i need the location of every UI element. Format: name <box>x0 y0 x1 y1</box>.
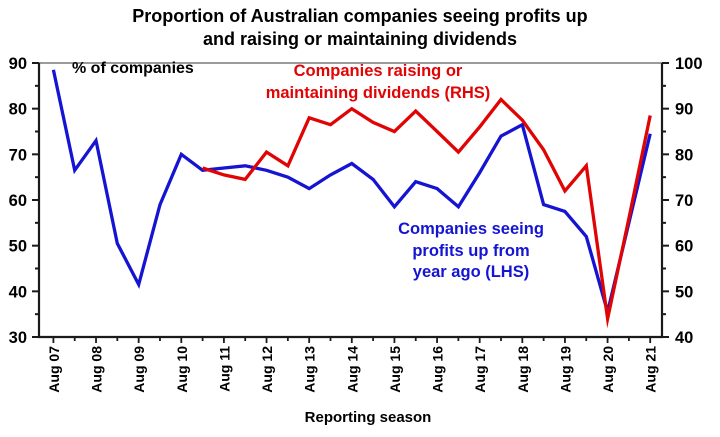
plot-frame <box>38 62 663 338</box>
profits-annotation-line1: Companies seeing <box>398 220 544 238</box>
profits-annotation-line3: year ago (LHS) <box>412 263 530 281</box>
right-tick-label: 70 <box>675 192 693 210</box>
dividends-line <box>202 97 652 329</box>
left-tick-label: 70 <box>9 146 27 164</box>
profits-line <box>51 69 652 319</box>
x-tick-label: Aug 21 <box>643 346 659 393</box>
x-tick-label: Aug 15 <box>387 346 403 393</box>
x-tick-label: Aug 13 <box>302 346 318 393</box>
x-tick-label: Aug 10 <box>174 346 190 393</box>
right-tick-label: 100 <box>675 55 703 73</box>
unit-note: % of companies <box>72 60 194 77</box>
x-tick-label: Aug 07 <box>46 346 62 393</box>
x-tick-label: Aug 20 <box>600 346 616 393</box>
left-tick-label: 50 <box>9 238 27 256</box>
left-tick-label: 80 <box>9 101 27 119</box>
dividends-annotation-line1: Companies raising or <box>293 62 463 80</box>
right-tick-label: 40 <box>675 329 693 347</box>
x-tick-label: Aug 18 <box>515 346 531 393</box>
left-tick-label: 30 <box>9 329 27 347</box>
dividends-series-annotation: Companies raising or maintaining dividen… <box>266 60 491 104</box>
right-tick-label: 80 <box>675 146 693 164</box>
x-tick-label: Aug 14 <box>344 346 360 393</box>
x-tick-label: Aug 19 <box>557 346 573 393</box>
chart-title-line2: and raising or maintaining dividends <box>202 29 518 49</box>
left-tick-label: 90 <box>9 55 27 73</box>
profits-annotation-line2: profits up from <box>412 241 530 260</box>
x-tick-label: Aug 16 <box>430 346 446 393</box>
left-tick-label: 60 <box>9 192 27 210</box>
chart-title: Proportion of Australian companies seein… <box>0 5 720 51</box>
left-tick-label: 40 <box>9 283 27 301</box>
profits-series-annotation: Companies seeing profits up from year ag… <box>398 219 544 284</box>
x-tick-label: Aug 12 <box>259 346 275 393</box>
right-tick-label: 90 <box>675 101 693 119</box>
right-tick-label: 60 <box>675 238 693 256</box>
x-tick-label: Aug 08 <box>89 346 105 393</box>
right-tick-label: 50 <box>675 283 693 301</box>
x-axis-title: Reporting season <box>304 409 432 426</box>
dividends-annotation-line2: maintaining dividends (RHS) <box>265 84 491 102</box>
chart-title-line1: Proportion of Australian companies seein… <box>132 6 588 26</box>
x-tick-label: Aug 09 <box>131 346 147 393</box>
x-tick-label: Aug 17 <box>472 346 488 393</box>
x-tick-label: Aug 11 <box>216 346 232 392</box>
